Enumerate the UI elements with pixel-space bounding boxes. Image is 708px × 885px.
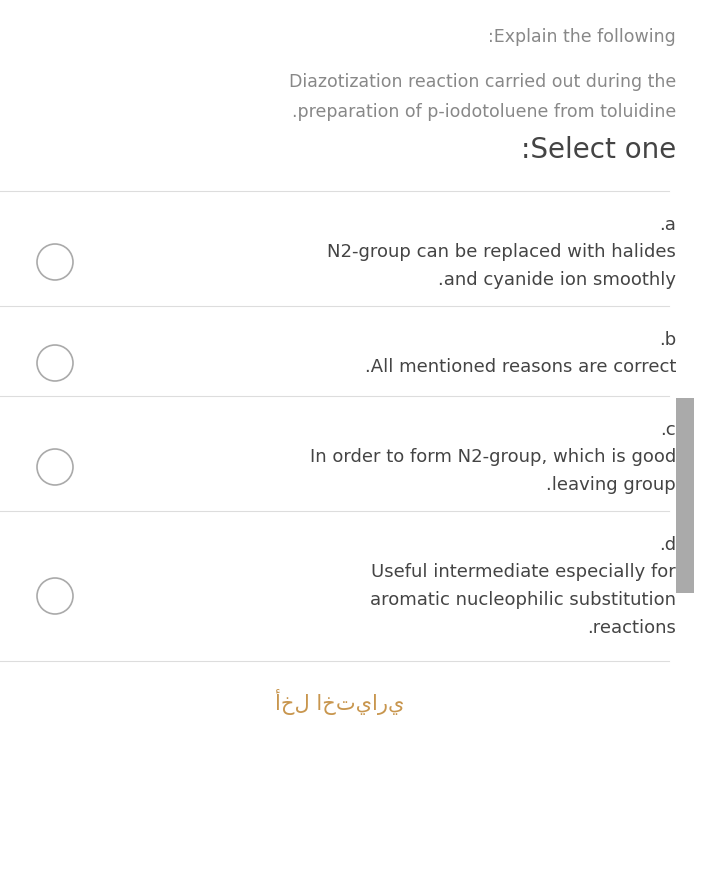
Text: .b: .b <box>659 331 676 349</box>
Text: :Select one: :Select one <box>521 136 676 164</box>
Text: Useful intermediate especially for: Useful intermediate especially for <box>372 563 676 581</box>
Text: Diazotization reaction carried out during the: Diazotization reaction carried out durin… <box>289 73 676 91</box>
Text: .c: .c <box>661 421 676 439</box>
Text: .d: .d <box>659 536 676 554</box>
Text: .leaving group: .leaving group <box>547 476 676 494</box>
Text: أخل اختياري: أخل اختياري <box>275 689 404 715</box>
Text: N2-group can be replaced with halides: N2-group can be replaced with halides <box>327 243 676 261</box>
Text: .preparation of p-iodotoluene from toluidine: .preparation of p-iodotoluene from tolui… <box>292 103 676 121</box>
Bar <box>676 398 694 593</box>
Text: .a: .a <box>659 216 676 234</box>
Text: In order to form N2-group, which is good: In order to form N2-group, which is good <box>310 448 676 466</box>
Text: .All mentioned reasons are correct: .All mentioned reasons are correct <box>365 358 676 376</box>
Text: aromatic nucleophilic substitution: aromatic nucleophilic substitution <box>370 591 676 609</box>
Text: .reactions: .reactions <box>587 619 676 637</box>
Text: .and cyanide ion smoothly: .and cyanide ion smoothly <box>438 271 676 289</box>
Text: :Explain the following: :Explain the following <box>489 28 676 46</box>
